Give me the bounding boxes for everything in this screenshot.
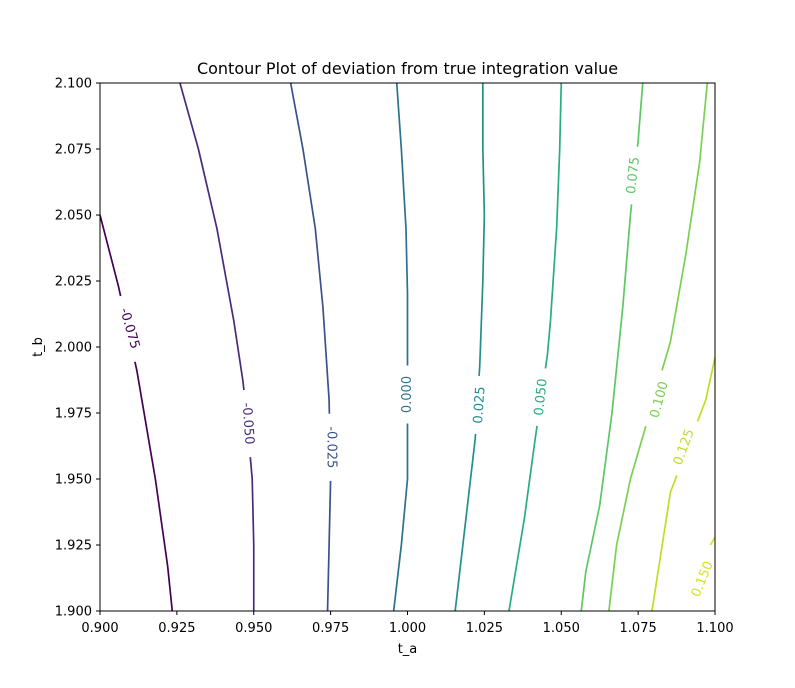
x-tick-label: 1.075 <box>620 621 657 636</box>
y-tick-label: 1.925 <box>55 539 92 554</box>
contour-line <box>454 83 486 612</box>
y-tick-label: 2.100 <box>55 77 92 92</box>
x-tick-label: 1.000 <box>389 621 426 636</box>
y-tick-label: 1.975 <box>55 407 92 422</box>
x-tick-label: 1.100 <box>696 621 733 636</box>
x-tick-label: 1.050 <box>543 621 580 636</box>
y-axis: 1.900 1.925 1.950 1.975 2.000 2.025 2.050 2.075… <box>55 77 100 620</box>
y-tick-label: 2.050 <box>55 209 92 224</box>
x-tick-label: 0.900 <box>81 621 118 636</box>
contour-line <box>179 82 255 611</box>
contour-label: 0.075 <box>624 156 643 195</box>
y-tick-label: 1.950 <box>55 473 92 488</box>
contour-label: 0.000 <box>400 376 415 413</box>
contour-line <box>392 82 409 612</box>
x-axis-label: t_a <box>398 642 418 657</box>
contour-label: -0.050 <box>239 402 257 445</box>
contour-line <box>508 82 563 612</box>
contour-lines <box>99 82 716 612</box>
y-tick-label: 2.025 <box>55 275 92 290</box>
y-tick-label: 1.900 <box>55 605 92 620</box>
x-tick-label: 0.975 <box>312 621 349 636</box>
contour-label: -0.025 <box>324 426 339 468</box>
contour-line <box>99 214 174 612</box>
contour-line <box>709 536 716 546</box>
x-tick-label: 1.025 <box>466 621 503 636</box>
contour-line <box>651 357 716 612</box>
x-tick-label: 0.925 <box>158 621 195 636</box>
y-tick-label: 2.075 <box>55 143 92 158</box>
contour-line <box>580 82 644 612</box>
chart-title: Contour Plot of deviation from true inte… <box>197 59 618 78</box>
contour-line <box>289 82 332 612</box>
contour-label: 0.050 <box>532 378 551 417</box>
contour-label: 0.025 <box>471 386 489 424</box>
x-tick-label: 0.950 <box>235 621 272 636</box>
contour-line <box>608 82 709 612</box>
y-tick-label: 2.000 <box>55 341 92 356</box>
x-axis: 0.900 0.925 0.950 0.975 1.000 1.025 1.050 1.075… <box>81 611 734 636</box>
y-axis-label: t_b <box>31 337 46 357</box>
